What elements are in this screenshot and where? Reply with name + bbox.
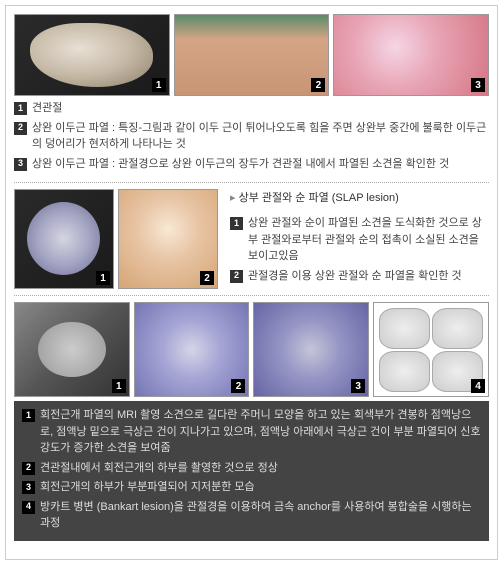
img-shoulder-joint: 1 — [14, 14, 170, 96]
desc-number: 3 — [14, 158, 27, 171]
section2-row: 1 2 상부 관절와 순 파열 (SLAP lesion) 1 상완 관절와 순… — [14, 189, 489, 289]
description-item: 2 상완 이두근 파열 : 특징-그림과 같이 이두 근이 튀어나오도록 힘을 … — [14, 120, 489, 153]
image-number: 2 — [311, 78, 325, 92]
desc-text: 관절경을 이용 상완 관절와 순 파열을 확인한 것 — [248, 268, 462, 285]
description-item: 3 회전근개의 하부가 부분파열되어 지저분한 모습 — [22, 479, 481, 496]
desc-text: 상완 이두근 파열 : 관절경으로 상완 이두근의 장두가 견관절 내에서 파열… — [32, 156, 449, 173]
slap-title: 상부 관절와 순 파열 (SLAP lesion) — [230, 189, 489, 209]
desc-text: 견관절 — [32, 100, 62, 117]
image-number: 1 — [96, 271, 110, 285]
separator — [14, 295, 489, 296]
desc-text: 회전근개 파열의 MRI 촬영 소견으로 길다란 주머니 모양을 하고 있는 회… — [40, 407, 481, 457]
desc-text: 상완 관절와 순이 파열된 소견을 도식화한 것으로 상부 관절와로부터 관절와… — [248, 215, 489, 265]
img-slap-diagram: 1 — [14, 189, 114, 289]
img-arthroscopy-1: 3 — [333, 14, 489, 96]
img-biceps-arm: 2 — [174, 14, 330, 96]
desc-number: 1 — [230, 217, 243, 230]
surgery-step-icon — [379, 351, 430, 392]
image-number: 4 — [471, 379, 485, 393]
img-mri: 1 — [14, 302, 130, 397]
img-arthroscopy-2: 2 — [118, 189, 218, 289]
section3-images: 1 2 3 4 — [14, 302, 489, 397]
description-item: 4 방카트 병변 (Bankart lesion)을 관절경을 이용하여 금속 … — [22, 499, 481, 532]
desc-number: 1 — [14, 102, 27, 115]
section1-descriptions: 1 견관절 2 상완 이두근 파열 : 특징-그림과 같이 이두 근이 튀어나오… — [14, 100, 489, 172]
desc-number: 2 — [14, 122, 27, 135]
surgery-step-icon — [379, 308, 430, 349]
desc-number: 3 — [22, 481, 35, 494]
desc-number: 4 — [22, 501, 35, 514]
desc-text: 방카트 병변 (Bankart lesion)을 관절경을 이용하여 금속 an… — [40, 499, 481, 532]
desc-text: 회전근개의 하부가 부분파열되어 지저분한 모습 — [40, 479, 255, 496]
desc-number: 2 — [230, 270, 243, 283]
description-item: 1 회전근개 파열의 MRI 촬영 소견으로 길다란 주머니 모양을 하고 있는… — [22, 407, 481, 457]
img-surgery-steps: 4 — [373, 302, 489, 397]
section2-images: 1 2 — [14, 189, 218, 289]
section2-text: 상부 관절와 순 파열 (SLAP lesion) 1 상완 관절와 순이 파열… — [222, 189, 489, 289]
description-item: 3 상완 이두근 파열 : 관절경으로 상완 이두근의 장두가 견관절 내에서 … — [14, 156, 489, 173]
description-item: 2 관절경을 이용 상완 관절와 순 파열을 확인한 것 — [230, 268, 489, 285]
image-number: 2 — [200, 271, 214, 285]
image-number: 1 — [112, 379, 126, 393]
image-number: 1 — [152, 78, 166, 92]
image-number: 2 — [231, 379, 245, 393]
desc-number: 2 — [22, 462, 35, 475]
desc-text: 상완 이두근 파열 : 특징-그림과 같이 이두 근이 튀어나오도록 힘을 주면… — [32, 120, 489, 153]
surgery-step-icon — [432, 308, 483, 349]
image-number: 3 — [471, 78, 485, 92]
desc-text: 견관절내에서 회전근개의 하부를 촬영한 것으로 정상 — [40, 460, 278, 477]
img-arthroscopy-4: 3 — [253, 302, 369, 397]
image-number: 3 — [351, 379, 365, 393]
main-container: 1 2 3 1 견관절 2 상완 이두근 파열 : 특징-그림과 같이 이두 근… — [5, 5, 498, 560]
section1-images: 1 2 3 — [14, 14, 489, 96]
separator — [14, 182, 489, 183]
img-arthroscopy-3: 2 — [134, 302, 250, 397]
description-item: 2 견관절내에서 회전근개의 하부를 촬영한 것으로 정상 — [22, 460, 481, 477]
description-item: 1 상완 관절와 순이 파열된 소견을 도식화한 것으로 상부 관절와로부터 관… — [230, 215, 489, 265]
desc-number: 1 — [22, 409, 35, 422]
section3-descriptions: 1 회전근개 파열의 MRI 촬영 소견으로 길다란 주머니 모양을 하고 있는… — [14, 401, 489, 541]
description-item: 1 견관절 — [14, 100, 489, 117]
